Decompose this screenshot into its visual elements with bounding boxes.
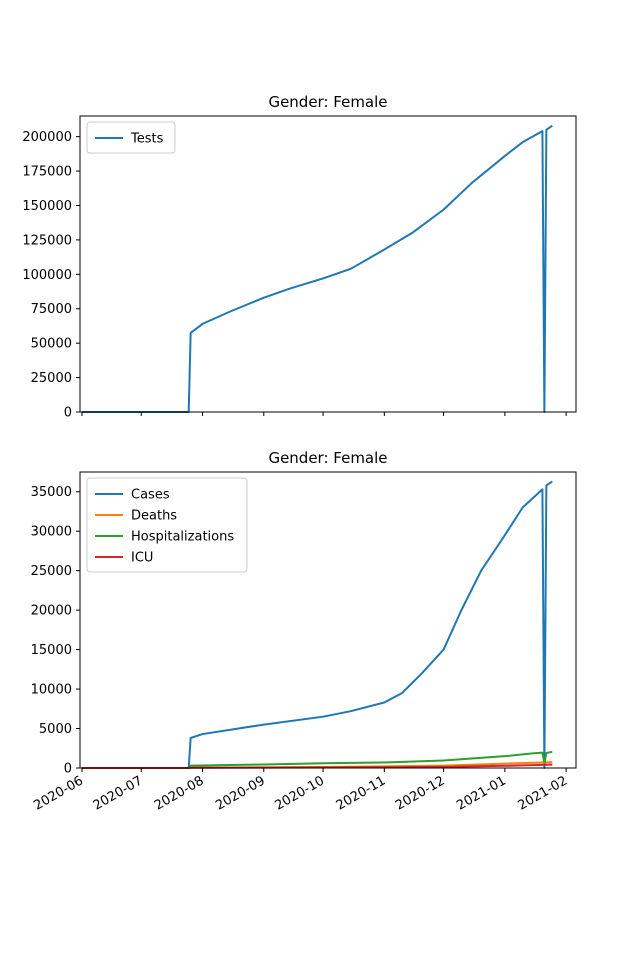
x-tick-label: 2020-12	[393, 773, 448, 813]
y-tick-label: 125000	[22, 233, 72, 248]
legend-box	[86, 477, 248, 573]
legend-box	[86, 121, 176, 154]
y-tick-label: 25000	[31, 371, 72, 386]
y-tick-label: 35000	[31, 485, 72, 500]
y-tick-label: 0	[64, 406, 72, 421]
y-tick-label: 15000	[31, 643, 72, 658]
y-tick-label: 30000	[31, 525, 72, 540]
y-tick-label: 50000	[31, 337, 72, 352]
x-tick-label: 2020-10	[273, 773, 328, 813]
legend-label-deaths: Deaths	[131, 509, 177, 524]
x-tick-label: 2020-09	[213, 773, 268, 813]
y-tick-label: 0	[64, 762, 72, 777]
chart-tests: Gender: Female 0 25000 50000 75000 100000 1250…	[22, 93, 577, 421]
plot-frame	[79, 115, 577, 413]
legend-label-hospitalizations: Hospitalizations	[131, 530, 234, 545]
y-tick-label: 10000	[31, 683, 72, 698]
chart-title: Gender: Female	[268, 93, 387, 111]
chart-title: Gender: Female	[268, 449, 387, 467]
x-tick-label: 2020-08	[152, 773, 207, 813]
y-tick-label: 100000	[22, 268, 72, 283]
x-tick-label: 2020-11	[334, 773, 389, 813]
y-tick-label: 175000	[22, 165, 72, 180]
y-tick-label: 25000	[31, 564, 72, 579]
legend-label-tests: Tests	[130, 132, 164, 147]
legend-label-icu: ICU	[131, 551, 153, 566]
x-tick-label: 2021-01	[454, 773, 509, 813]
legend-label-cases: Cases	[131, 488, 170, 503]
y-tick-label: 75000	[31, 302, 72, 317]
series-line-hospitalizations	[81, 750, 553, 769]
x-tick-label: 2020-06	[31, 773, 86, 813]
y-tick-label: 20000	[31, 604, 72, 619]
series-line-tests	[81, 124, 553, 413]
x-tick-label: 2021-02	[516, 773, 571, 813]
y-tick-label: 150000	[22, 199, 72, 214]
plot-frame	[79, 471, 577, 769]
y-tick-label: 200000	[22, 130, 72, 145]
x-tick-label: 2020-07	[91, 773, 146, 813]
series-line-cases	[81, 480, 553, 769]
chart-cases-deaths-hospitalizations-icu: Gender: Female 0 5000 10000 15000 20000 25000 3…	[31, 449, 577, 814]
y-tick-label: 5000	[39, 722, 72, 737]
